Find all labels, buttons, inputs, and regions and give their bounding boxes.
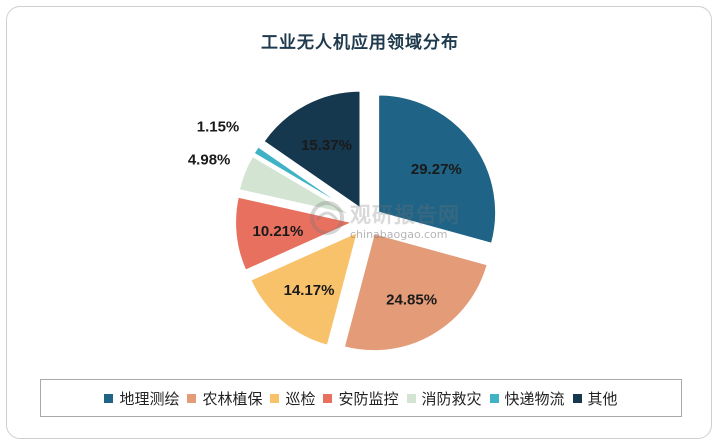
chart-title: 工业无人机应用领域分布	[261, 33, 459, 53]
legend-swatch	[572, 393, 582, 403]
legend-label: 地理测绘	[119, 389, 180, 408]
legend-label: 安防监控	[338, 389, 399, 408]
slice-label-inspection: 14.17%	[284, 282, 335, 299]
legend-label: 消防救灾	[421, 389, 482, 408]
pie-slice-security	[234, 195, 357, 273]
slice-label-logistics: 1.15%	[197, 119, 240, 136]
pie-slice-inspection	[248, 229, 360, 347]
pie-slice-agri	[342, 231, 489, 353]
watermark-text: 观研报告网	[350, 203, 460, 227]
legend-item-agri: 农林植保	[187, 388, 262, 409]
slice-label-mapping: 29.27%	[411, 161, 462, 178]
legend: 地理测绘 农林植保 巡检 安防监控 消防救灾 快递物流 其他	[40, 379, 682, 417]
slice-label-agri: 24.85%	[386, 292, 437, 309]
legend-label: 农林植保	[202, 389, 263, 408]
legend-label: 巡检	[285, 389, 316, 408]
legend-swatch	[489, 393, 499, 403]
pie-slice-mapping	[377, 93, 498, 246]
legend-item-mapping: 地理测绘	[104, 388, 179, 409]
watermark-logo-icon	[310, 201, 344, 235]
legend-swatch	[104, 393, 114, 403]
legend-swatch	[270, 393, 280, 403]
slice-label-other: 15.37%	[301, 137, 352, 154]
legend-item-fire: 消防救灾	[406, 388, 482, 409]
legend-swatch	[406, 393, 416, 403]
pie-slice-fire	[237, 154, 355, 217]
pie-slice-other	[262, 89, 362, 211]
legend-item-security: 安防监控	[323, 388, 399, 409]
legend-item-other: 其他	[572, 388, 618, 409]
legend-swatch	[323, 393, 333, 403]
slice-label-fire: 4.98%	[188, 152, 231, 169]
pie-slice-logistics	[252, 144, 356, 215]
legend-swatch	[187, 393, 197, 403]
legend-label: 其他	[587, 389, 618, 408]
legend-item-inspection: 巡检	[270, 388, 315, 409]
slice-label-security: 10.21%	[252, 223, 303, 240]
watermark-url: chinabaogao.com	[350, 228, 448, 241]
legend-label: 快递物流	[504, 389, 565, 408]
legend-item-logistics: 快递物流	[489, 388, 565, 409]
chart-card	[6, 6, 712, 439]
